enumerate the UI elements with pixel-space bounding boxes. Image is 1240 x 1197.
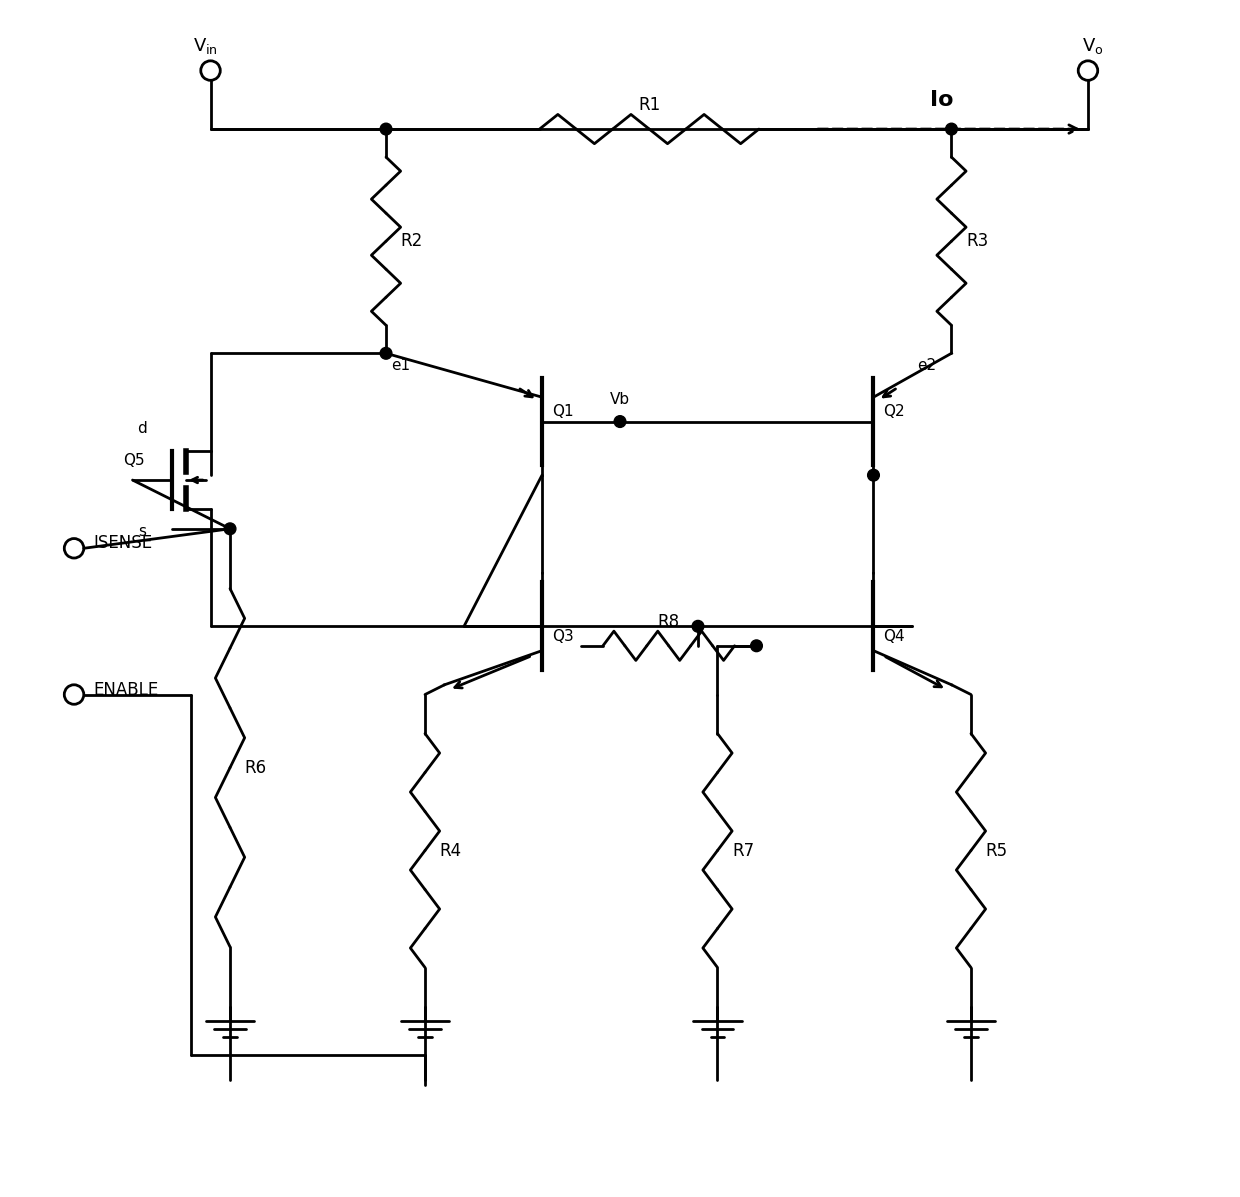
Text: Q4: Q4 <box>883 628 905 644</box>
Text: $\sf{V_{in}}$: $\sf{V_{in}}$ <box>193 36 218 56</box>
Text: Io: Io <box>930 90 954 110</box>
Text: Q5: Q5 <box>123 452 144 468</box>
Circle shape <box>224 523 236 535</box>
Text: R8: R8 <box>657 613 680 631</box>
Text: Vb: Vb <box>610 391 630 407</box>
Circle shape <box>750 640 763 651</box>
Text: R3: R3 <box>966 232 988 250</box>
Text: e1: e1 <box>391 358 410 373</box>
Circle shape <box>381 123 392 135</box>
Circle shape <box>946 123 957 135</box>
Text: R4: R4 <box>440 841 461 859</box>
Circle shape <box>614 415 626 427</box>
Circle shape <box>381 347 392 359</box>
Text: R5: R5 <box>986 841 1008 859</box>
Text: Q1: Q1 <box>552 405 573 419</box>
Circle shape <box>868 469 879 481</box>
Text: d: d <box>138 421 148 436</box>
Text: R1: R1 <box>639 97 661 115</box>
Text: ISENSE: ISENSE <box>93 534 153 553</box>
Text: Q3: Q3 <box>552 628 574 644</box>
Text: $\sf{V_o}$: $\sf{V_o}$ <box>1083 36 1104 56</box>
Text: e2: e2 <box>918 358 936 373</box>
Text: R2: R2 <box>401 232 423 250</box>
Circle shape <box>692 620 704 632</box>
Text: R7: R7 <box>732 841 754 859</box>
Text: s: s <box>139 524 146 539</box>
Text: Q2: Q2 <box>883 405 905 419</box>
Text: R6: R6 <box>244 759 267 777</box>
Text: ENABLE: ENABLE <box>93 681 159 699</box>
